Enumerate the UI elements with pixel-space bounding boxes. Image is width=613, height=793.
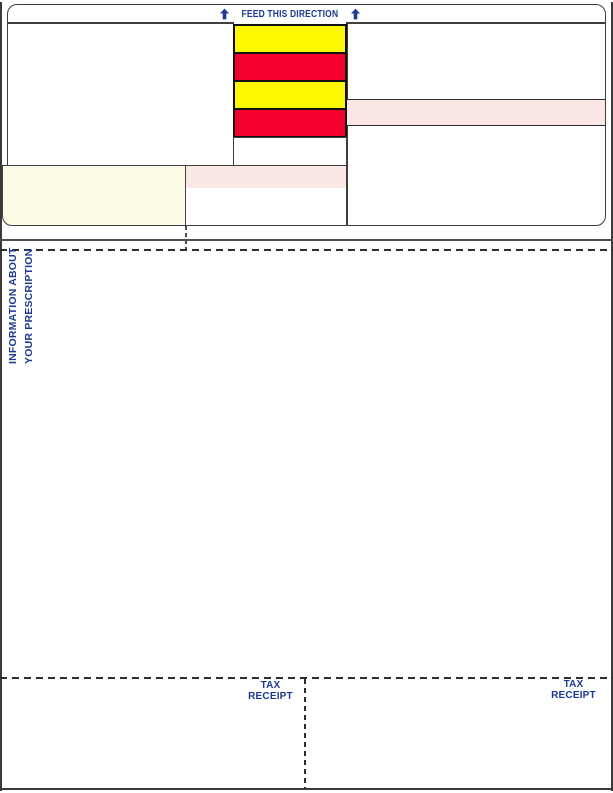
tax-receipt-label-line1: TAX: [260, 680, 281, 691]
highlight-row-right: [347, 99, 605, 126]
section-divider-line: [0, 239, 613, 241]
sheet-edge-left: [0, 2, 2, 791]
feed-direction-label: FEED THIS DIRECTION: [241, 8, 339, 20]
tax-receipt-stub-right: TAX RECEIPT: [531, 679, 613, 701]
banner-separator-left: [8, 22, 234, 24]
banner-separator-right: [347, 22, 605, 24]
calibration-stripe-yellow: [235, 80, 345, 108]
calibration-stripe-red: [235, 108, 345, 136]
color-calibration-block: [233, 24, 347, 138]
sheet-edge-bottom: [0, 788, 613, 790]
perforation-tick-vertical: [185, 226, 187, 251]
auxiliary-label-panel: [2, 165, 186, 226]
tax-receipt-label-line2: RECEIPT: [551, 689, 596, 701]
prescription-info-line1: INFORMATION ABOUT: [7, 247, 19, 364]
label-cell-blank: [233, 137, 347, 166]
sheet-edge-right: [611, 2, 613, 791]
up-arrow-icon: [220, 8, 230, 20]
calibration-stripe-red: [235, 52, 345, 80]
perforation-line-bottom: [0, 677, 613, 679]
highlight-cell-middle: [185, 165, 347, 189]
perforation-line-receipt-divider: [304, 679, 306, 789]
up-arrow-icon: [350, 8, 360, 20]
prescription-info-line2: YOUR PRESCRIPTION: [23, 248, 35, 364]
tax-receipt-stub-left: TAX RECEIPT: [228, 680, 313, 702]
feed-direction-banner: FEED THIS DIRECTION: [180, 7, 400, 21]
prescription-info-stub: INFORMATION ABOUT YOUR PRESCRIPTION: [5, 247, 37, 364]
label-cell-lower-blank: [185, 188, 347, 225]
tax-receipt-label-line2: RECEIPT: [248, 690, 293, 702]
calibration-stripe-yellow: [235, 26, 345, 52]
tax-receipt-label-line1: TAX: [563, 679, 584, 690]
perforation-line-top: [0, 249, 613, 251]
